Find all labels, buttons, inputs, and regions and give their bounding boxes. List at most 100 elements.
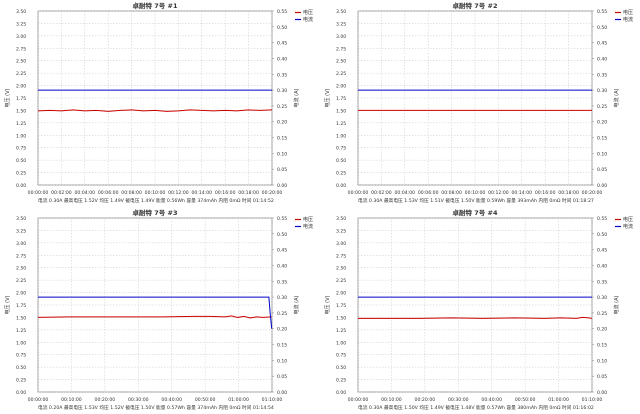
- y-tick-label-left: 1.75: [16, 96, 26, 102]
- y-tick-label-right: 0.55: [277, 9, 287, 15]
- y-axis-label-right: 电流 (A): [613, 296, 620, 315]
- y-tick-label-right: 0.20: [277, 327, 287, 333]
- measurement-info: 电流 0.30A 最高电压 1.50V 均压 1.49V 截电压 1.48V 能…: [358, 404, 594, 411]
- x-tick-label: 00:20:00: [415, 397, 436, 403]
- y-tick-label-left: 2.00: [336, 84, 346, 90]
- x-tick-label: 00:00:00: [348, 190, 369, 196]
- y-tick-label-left: 0.25: [16, 171, 26, 177]
- y-tick-label-left: 2.50: [16, 266, 26, 272]
- y-tick-label-right: 0.25: [597, 104, 607, 110]
- chart-panel: 卓耐特 7号 #4 0.00 0.25 0.50 0.75 1.00 1.25 1.50 1.7…: [324, 208, 633, 411]
- y-tick-label-left: 2.75: [336, 253, 346, 259]
- y-tick-label-left: 3.50: [336, 9, 346, 15]
- y-tick-label-left: 1.50: [16, 108, 26, 114]
- y-tick-label-right: 0.30: [277, 88, 287, 94]
- y-tick-label-right: 0.40: [597, 56, 607, 62]
- y-tick-label-left: 1.75: [16, 303, 26, 309]
- y-tick-label-left: 2.25: [16, 278, 26, 284]
- x-tick-label: 00:10:00: [145, 190, 166, 196]
- y-tick-label-right: 0.10: [597, 358, 607, 364]
- x-tick-label: 00:50:00: [515, 397, 536, 403]
- x-tick-label: 00:16:00: [535, 190, 556, 196]
- y-tick-label-left: 0.50: [336, 158, 346, 164]
- x-tick-label: 00:12:00: [488, 190, 509, 196]
- x-tick-label: 00:02:00: [371, 190, 392, 196]
- x-tick-label: 00:20:00: [95, 397, 116, 403]
- legend-label: 电流: [623, 223, 633, 230]
- y-tick-label-right: 0.10: [597, 151, 607, 157]
- measurement-info: 电流 0.30A 最高电压 1.53V 均压 1.51V 截电压 1.50V 能…: [358, 197, 594, 204]
- legend-label: 电压: [303, 216, 313, 223]
- y-tick-label-left: 1.75: [336, 96, 346, 102]
- y-tick-label-left: 3.00: [16, 241, 26, 247]
- x-tick-label: 00:10:00: [381, 397, 402, 403]
- y-tick-label-right: 0.00: [277, 390, 287, 396]
- y-tick-label-right: 0.45: [277, 41, 287, 47]
- series-line: [37, 315, 272, 319]
- y-tick-label-left: 0.00: [336, 390, 346, 396]
- y-tick-label-right: 0.35: [277, 279, 287, 285]
- legend-label: 电流: [303, 223, 313, 230]
- x-tick-label: 01:10:00: [262, 397, 283, 403]
- y-tick-label-right: 0.45: [277, 248, 287, 254]
- x-tick-label: 00:00:00: [28, 397, 49, 403]
- y-tick-label-right: 0.30: [597, 88, 607, 94]
- y-tick-label-left: 0.25: [336, 171, 346, 177]
- y-tick-label-left: 1.75: [336, 303, 346, 309]
- x-tick-label: 00:04:00: [74, 190, 95, 196]
- y-tick-label-right: 0.40: [597, 263, 607, 269]
- y-tick-label-left: 3.00: [336, 241, 346, 247]
- y-tick-label-left: 0.50: [336, 365, 346, 371]
- y-tick-label-left: 0.00: [16, 390, 26, 396]
- x-tick-label: 00:18:00: [558, 190, 579, 196]
- x-tick-label: 00:14:00: [191, 190, 212, 196]
- y-tick-label-right: 0.20: [597, 327, 607, 333]
- y-tick-label-left: 2.50: [336, 266, 346, 272]
- y-tick-label-left: 0.75: [336, 146, 346, 152]
- y-axis-label-right: 电流 (A): [293, 296, 300, 315]
- chart-title: 卓耐特 7号 #1: [132, 1, 177, 10]
- y-tick-label-right: 0.35: [597, 279, 607, 285]
- x-tick-label: 00:00:00: [348, 397, 369, 403]
- y-tick-label-left: 2.00: [336, 291, 346, 297]
- x-tick-label: 01:10:00: [582, 397, 603, 403]
- x-tick-label: 00:16:00: [215, 190, 236, 196]
- y-tick-label-left: 1.00: [336, 133, 346, 139]
- y-axis-label-right: 电流 (A): [613, 89, 620, 108]
- y-tick-label-left: 1.50: [336, 108, 346, 114]
- x-tick-label: 00:40:00: [161, 397, 182, 403]
- x-tick-label: 00:14:00: [511, 190, 532, 196]
- y-tick-label-right: 0.45: [597, 248, 607, 254]
- x-tick-label: 00:12:00: [168, 190, 189, 196]
- y-tick-label-left: 0.50: [16, 365, 26, 371]
- x-tick-label: 00:08:00: [441, 190, 462, 196]
- y-tick-label-left: 3.25: [336, 21, 346, 27]
- legend-label: 电压: [623, 216, 633, 223]
- y-tick-label-right: 0.00: [597, 183, 607, 189]
- y-tick-label-left: 2.25: [336, 71, 346, 77]
- y-tick-label-right: 0.35: [597, 72, 607, 78]
- y-tick-label-right: 0.05: [597, 374, 607, 380]
- y-tick-label-right: 0.15: [277, 343, 287, 349]
- y-tick-label-right: 0.55: [277, 216, 287, 222]
- y-tick-label-left: 3.50: [336, 216, 346, 222]
- y-tick-label-left: 2.75: [336, 46, 346, 52]
- y-tick-label-left: 2.25: [336, 278, 346, 284]
- y-tick-label-left: 0.00: [16, 183, 26, 189]
- y-tick-label-left: 2.75: [16, 253, 26, 259]
- y-tick-label-right: 0.30: [597, 295, 607, 301]
- y-tick-label-right: 0.35: [277, 72, 287, 78]
- y-tick-label-right: 0.15: [597, 136, 607, 142]
- legend-label: 电压: [623, 9, 633, 16]
- x-tick-label: 00:06:00: [418, 190, 439, 196]
- y-tick-label-left: 3.25: [16, 21, 26, 27]
- y-tick-label-left: 1.25: [336, 328, 346, 334]
- chart-title: 卓耐特 7号 #2: [452, 1, 497, 10]
- y-tick-label-left: 2.00: [16, 84, 26, 90]
- y-tick-label-right: 0.05: [277, 374, 287, 380]
- y-tick-label-left: 2.50: [336, 59, 346, 65]
- x-tick-label: 00:50:00: [195, 397, 216, 403]
- x-tick-label: 00:00:00: [28, 190, 49, 196]
- y-axis-label-right: 电流 (A): [293, 89, 300, 108]
- y-tick-label-right: 0.40: [277, 263, 287, 269]
